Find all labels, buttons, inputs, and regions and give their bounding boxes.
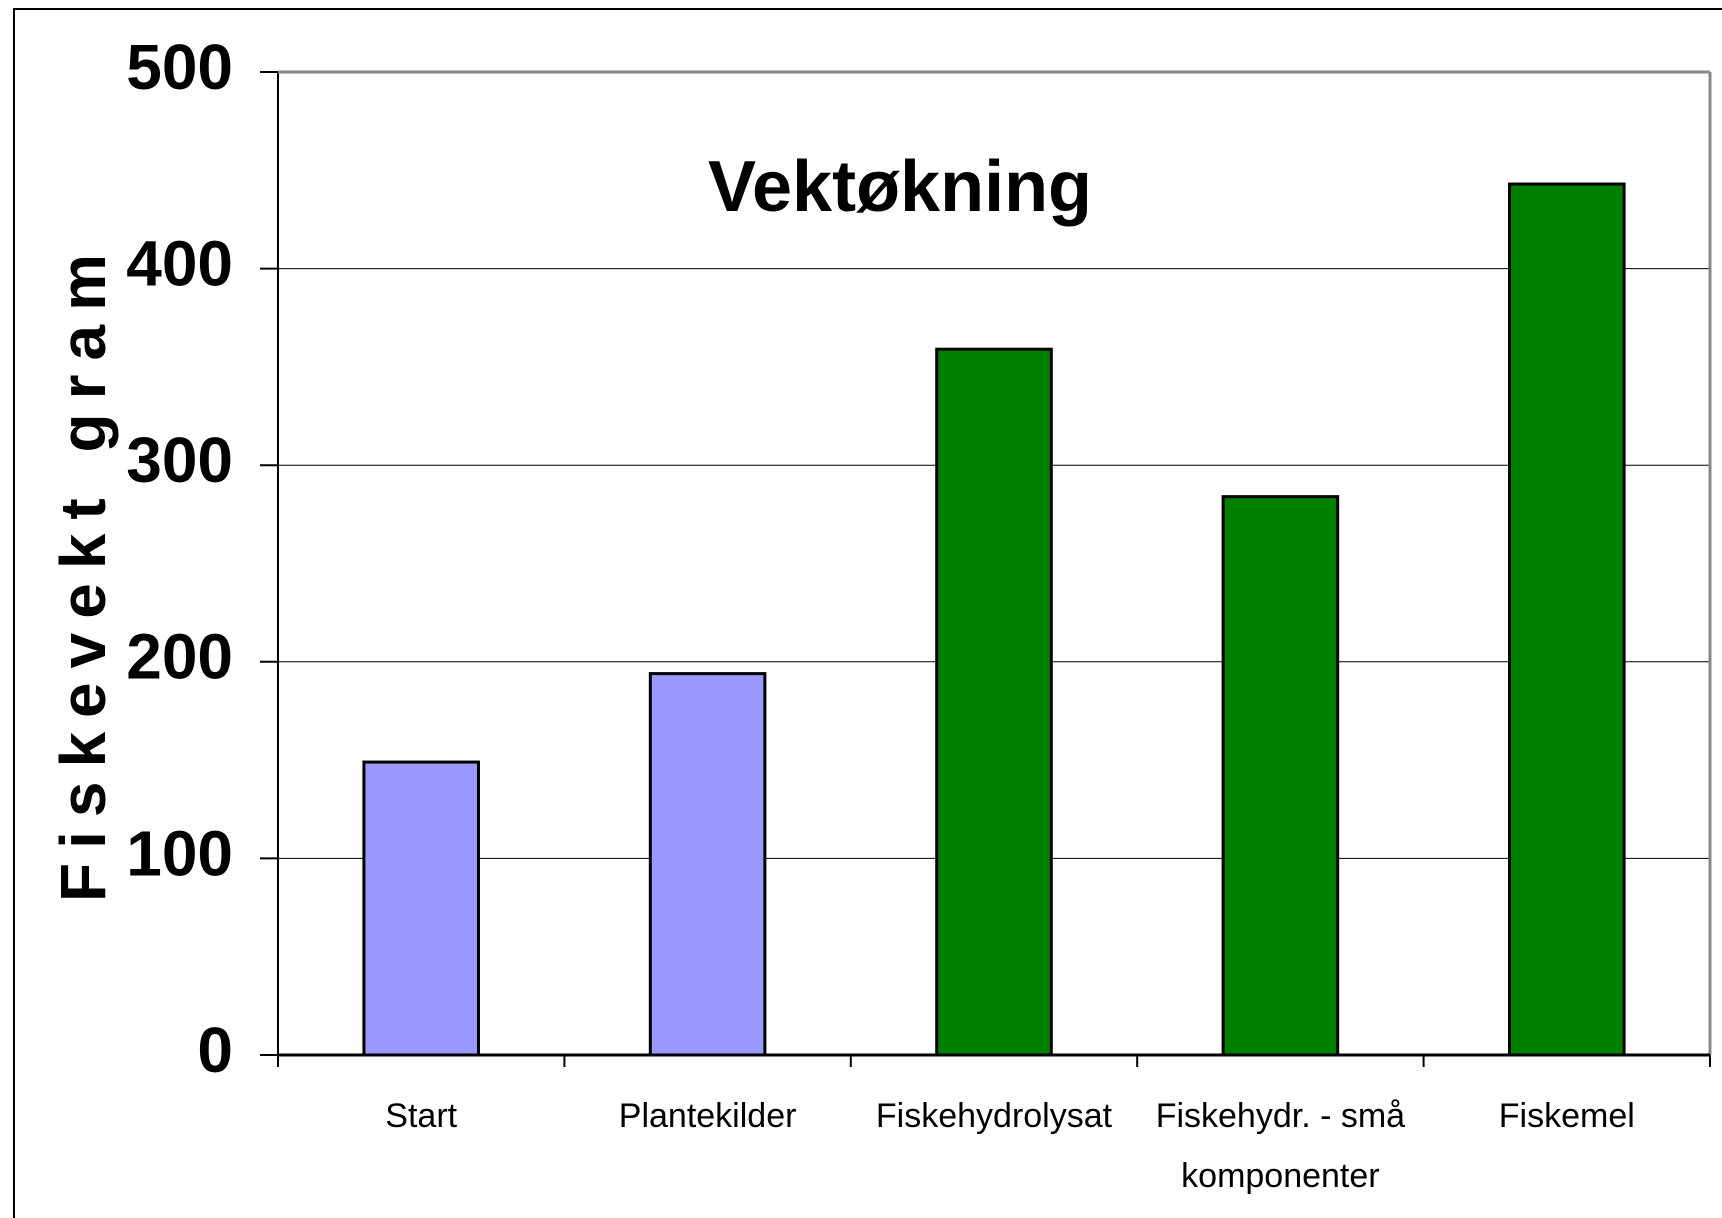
y-tick-label: 500 [126, 31, 233, 103]
bar [362, 760, 480, 1057]
chart-border [13, 8, 1722, 1218]
x-tick-label: Fiskehydrolysat [876, 1097, 1113, 1135]
x-tick-label: Start [385, 1097, 457, 1135]
chart-title: Vektøkning [708, 147, 1092, 227]
y-tick-label: 300 [126, 424, 233, 496]
x-tick-label: Fiskehydr. - små komponenter [1156, 1097, 1405, 1195]
x-tick-label: Fiskemel [1499, 1097, 1635, 1135]
y-axis-label: Fiskevekt gram [47, 240, 119, 902]
bar [1508, 182, 1626, 1057]
bar [1221, 495, 1340, 1057]
y-tick-label: 0 [197, 1014, 233, 1086]
x-tick-label: Plantekilder [619, 1097, 797, 1135]
y-tick-label: 400 [126, 228, 233, 300]
bar [935, 347, 1053, 1057]
y-tick-label: 200 [126, 621, 233, 693]
bar [648, 672, 767, 1057]
y-tick-label: 100 [126, 817, 233, 889]
